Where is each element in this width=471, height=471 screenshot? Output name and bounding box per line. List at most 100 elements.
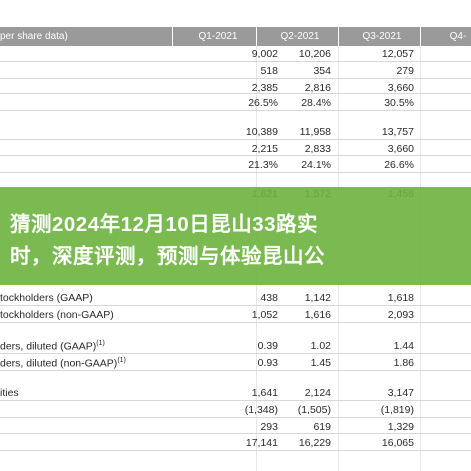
- row-value: 2,124: [304, 387, 331, 399]
- row-value: 2,816: [304, 82, 331, 94]
- header-separator: [420, 27, 421, 46]
- table-row: 10,389 11,958 13,757: [0, 124, 471, 142]
- row-value: 1,616: [304, 309, 331, 321]
- row-value: 24.1%: [301, 159, 331, 171]
- row-divider: [0, 93, 471, 94]
- row-value: 438: [260, 292, 278, 304]
- row-value: 16,229: [298, 437, 331, 449]
- row-value: 0.93: [257, 357, 278, 369]
- row-divider: [0, 305, 471, 306]
- row-divider: [0, 353, 471, 354]
- row-value: (1,348): [244, 404, 278, 416]
- table-row: 9,002 10,206 12,057: [0, 46, 471, 64]
- row-value: 21.3%: [248, 159, 278, 171]
- table-row: tockholders (non-GAAP) 1,052 1,616 2,093: [0, 307, 471, 325]
- row-value: (1,505): [297, 404, 331, 416]
- table-row: (1,348) (1,505) (1,819): [0, 402, 471, 420]
- row-divider: [0, 139, 471, 140]
- row-value: (1,819): [380, 404, 414, 416]
- row-value: 3,660: [387, 143, 414, 155]
- row-value: 28.4%: [301, 97, 331, 109]
- row-value: 1,142: [304, 292, 331, 304]
- table-row: ders, diluted (non-GAAP)(1) 0.93 1.45 1.86: [0, 355, 471, 373]
- title-banner: 猜测2024年12月10日昆山33路实 时，深度评测，预测与体验昆山公: [0, 187, 471, 285]
- banner-line-2: 时，深度评测，预测与体验昆山公: [10, 245, 325, 268]
- row-value: 17,141: [245, 437, 278, 449]
- row-value: 2,833: [304, 143, 331, 155]
- row-value: 293: [260, 421, 278, 433]
- header-q4: Q4-: [449, 31, 467, 42]
- header-label: per share data): [0, 31, 68, 42]
- row-label-text: ities: [0, 387, 19, 399]
- table-header: per share data) Q1-2021 Q2-2021 Q3-2021 …: [0, 27, 471, 46]
- row-value: 11,958: [299, 126, 331, 138]
- table-row: 293 619 1,329: [0, 419, 471, 437]
- table-row: ities 1,641 2,124 3,147: [0, 385, 471, 403]
- row-value: 2,215: [251, 143, 278, 155]
- row-label: tockholders (non-GAAP): [0, 309, 114, 321]
- row-value: 1.45: [310, 357, 331, 369]
- banner-line-1: 猜测2024年12月10日昆山33路实: [10, 213, 319, 236]
- header-separator: [338, 27, 339, 46]
- row-value: 30.5%: [384, 97, 414, 109]
- row-value: 2,385: [251, 82, 278, 94]
- row-value: 1,329: [387, 421, 414, 433]
- row-divider: [0, 450, 471, 451]
- row-label: ders, diluted (non-GAAP)(1): [0, 357, 126, 370]
- row-divider: [0, 110, 471, 111]
- row-value: 279: [396, 65, 414, 77]
- row-divider: [0, 400, 471, 401]
- row-value: 1.44: [393, 340, 414, 352]
- row-value: 1,618: [387, 292, 414, 304]
- row-value: 1.86: [393, 357, 414, 369]
- row-divider: [0, 322, 471, 323]
- row-value: 26.6%: [384, 159, 414, 171]
- row-value: 12,057: [381, 48, 414, 60]
- header-q2-2021: Q2-2021: [280, 31, 320, 42]
- row-value: 9,002: [251, 48, 278, 60]
- row-value: 26.5%: [248, 97, 278, 109]
- row-label: ities: [0, 387, 19, 399]
- row-divider: [0, 61, 471, 62]
- row-value: 518: [260, 65, 278, 77]
- row-divider: [0, 172, 471, 173]
- header-separator: [256, 27, 257, 46]
- row-value: 1,641: [251, 387, 278, 399]
- header-separator: [172, 27, 173, 46]
- table-row: 518 354 279: [0, 63, 471, 81]
- table-row: 26.5% 28.4% 30.5%: [0, 95, 471, 113]
- row-divider: [0, 155, 471, 156]
- row-value: 13,757: [381, 126, 414, 138]
- header-q1-2021: Q1-2021: [198, 31, 238, 42]
- row-value: 1.02: [310, 340, 331, 352]
- row-divider: [0, 78, 471, 79]
- row-label: tockholders (GAAP): [0, 292, 93, 304]
- table-row: 2,215 2,833 3,660: [0, 141, 471, 159]
- table-row: 17,141 16,229 16,065: [0, 435, 471, 453]
- row-value: 1,052: [251, 309, 278, 321]
- row-value: 619: [313, 421, 331, 433]
- row-value: 10,206: [298, 48, 331, 60]
- row-value: 16,065: [381, 437, 414, 449]
- header-q3-2021: Q3-2021: [362, 31, 402, 42]
- row-divider: [0, 433, 471, 434]
- row-label-text: ders, diluted (GAAP): [0, 340, 97, 353]
- footnote-marker: (1): [117, 357, 126, 364]
- row-label: ders, diluted (GAAP)(1): [0, 340, 105, 353]
- row-value: 354: [313, 65, 331, 77]
- row-divider: [0, 417, 471, 418]
- row-label-text: ders, diluted (non-GAAP): [0, 357, 118, 370]
- table-row: 21.3% 24.1% 26.6%: [0, 157, 471, 175]
- row-divider: [0, 370, 471, 371]
- row-value: 2,093: [387, 309, 414, 321]
- row-label-text: tockholders (GAAP): [0, 292, 93, 304]
- row-value: 3,660: [387, 82, 414, 94]
- row-value: 3,147: [387, 387, 414, 399]
- row-label-text: tockholders (non-GAAP): [0, 309, 114, 321]
- table-row: 2,385 2,816 3,660: [0, 80, 471, 98]
- row-value: 10,389: [245, 126, 278, 138]
- footnote-marker: (1): [96, 340, 105, 347]
- table-row: tockholders (GAAP) 438 1,142 1,618: [0, 290, 471, 308]
- table-row: ders, diluted (GAAP)(1) 0.39 1.02 1.44: [0, 338, 471, 356]
- row-value: 0.39: [257, 340, 278, 352]
